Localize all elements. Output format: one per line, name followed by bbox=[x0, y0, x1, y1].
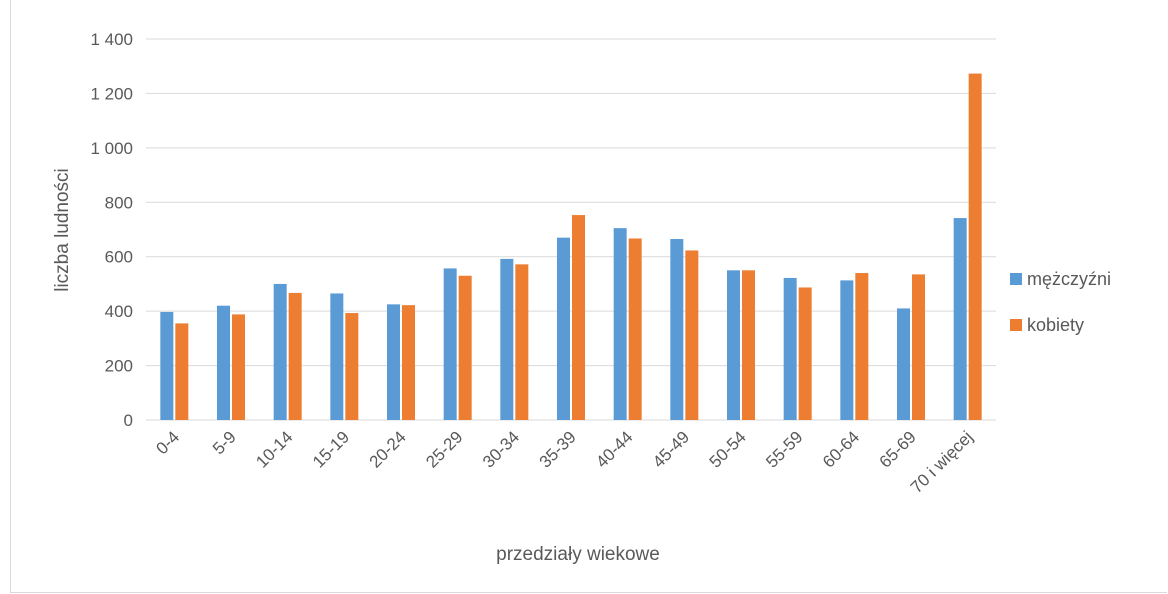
bar-women bbox=[855, 273, 869, 420]
bar-men bbox=[217, 305, 230, 420]
x-tick-label: 20-24 bbox=[366, 427, 410, 471]
y-tick-label: 1 400 bbox=[90, 30, 133, 49]
bar-men bbox=[160, 311, 174, 420]
bar-women bbox=[458, 275, 472, 420]
bar-women bbox=[912, 274, 925, 420]
x-tick-label: 10-14 bbox=[252, 427, 296, 471]
x-tick-label: 50-54 bbox=[706, 427, 750, 471]
x-tick-label: 65-69 bbox=[876, 427, 920, 471]
bar-men bbox=[387, 304, 400, 420]
x-tick-label: 70 i więcej bbox=[907, 427, 977, 497]
y-axis-title: liczba ludności bbox=[52, 168, 73, 292]
bar-men bbox=[783, 277, 797, 420]
chart-frame bbox=[10, 0, 1167, 593]
bar-men bbox=[443, 268, 457, 420]
bar-men bbox=[840, 280, 854, 420]
bar-women bbox=[742, 270, 755, 420]
x-tick-labels: 0-4 5-9 10-14 15-19 20-24 25-29 30-34 35-39 40-4… bbox=[152, 427, 976, 497]
legend: mężczyźni kobiety bbox=[1010, 269, 1111, 335]
x-tick-label: 25-29 bbox=[422, 427, 466, 471]
bar-men bbox=[897, 308, 910, 420]
bar-men bbox=[500, 258, 514, 420]
bar-women bbox=[515, 264, 529, 420]
bar-men bbox=[557, 237, 570, 420]
legend-label: kobiety bbox=[1027, 315, 1084, 335]
bar-women bbox=[685, 250, 699, 420]
x-tick-label: 0-4 bbox=[152, 427, 183, 458]
y-tick-label: 1 000 bbox=[90, 139, 133, 158]
bars bbox=[160, 73, 982, 421]
y-tick-label: 200 bbox=[105, 357, 133, 376]
bar-women bbox=[572, 215, 585, 420]
bar-women bbox=[402, 305, 415, 420]
x-tick-label: 60-64 bbox=[819, 427, 863, 471]
legend-label: mężczyźni bbox=[1027, 269, 1111, 289]
legend-swatch bbox=[1010, 319, 1022, 331]
bar-men bbox=[613, 228, 627, 420]
y-tick-labels: 0 200 400 600 800 1 000 1 200 1 400 bbox=[90, 30, 133, 430]
x-tick-label: 40-44 bbox=[592, 427, 636, 471]
y-tick-label: 400 bbox=[105, 302, 133, 321]
x-tick-label: 5-9 bbox=[209, 427, 240, 458]
x-tick-label: 55-59 bbox=[762, 427, 806, 471]
bar-women bbox=[968, 73, 982, 421]
bar-women bbox=[798, 287, 812, 420]
legend-swatch bbox=[1010, 273, 1022, 285]
y-tick-label: 600 bbox=[105, 248, 133, 267]
bar-women bbox=[628, 238, 642, 420]
x-tick-label: 15-19 bbox=[309, 427, 353, 471]
bar-women bbox=[288, 292, 302, 420]
y-tick-label: 0 bbox=[124, 411, 133, 430]
y-tick-label: 800 bbox=[105, 193, 133, 212]
bar-women bbox=[175, 323, 189, 420]
bar-men bbox=[330, 293, 344, 420]
x-tick-label: 45-49 bbox=[649, 427, 693, 471]
x-axis-title: przedziały wiekowe bbox=[496, 544, 660, 565]
bar-women bbox=[345, 313, 359, 420]
bar-women bbox=[232, 314, 245, 420]
bar-men bbox=[953, 218, 967, 420]
x-tick-label: 35-39 bbox=[536, 427, 580, 471]
x-tick-label: 30-34 bbox=[479, 427, 523, 471]
bar-men bbox=[670, 239, 684, 420]
gridlines bbox=[146, 38, 996, 421]
bar-men bbox=[727, 270, 740, 420]
y-tick-label: 1 200 bbox=[90, 84, 133, 103]
bar-men bbox=[273, 283, 287, 420]
